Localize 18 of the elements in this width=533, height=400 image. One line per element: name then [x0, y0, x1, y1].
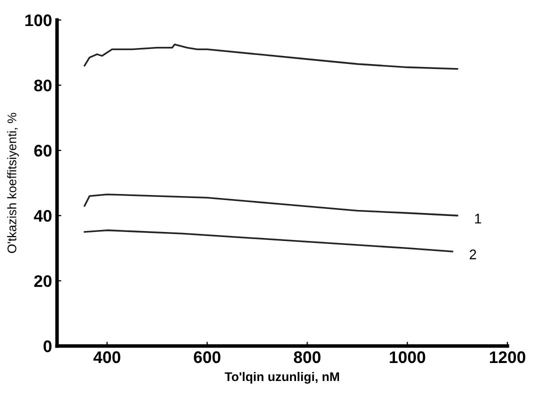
x-axis-title: To'lqin uzunligi, nM	[224, 372, 339, 384]
y-tick-label: 100	[25, 14, 52, 26]
y-tick-label: 0	[44, 340, 52, 352]
x-tick-label: 600	[194, 351, 220, 364]
y-tick-label: 40	[34, 210, 52, 222]
x-tick-label: 1200	[490, 351, 526, 364]
x-tick-label: 800	[294, 351, 320, 364]
y-tick-label: 80	[34, 80, 52, 92]
line-series	[84, 194, 458, 216]
y-tick-label: 60	[34, 144, 52, 157]
x-tick-label: 1000	[390, 351, 426, 364]
line-series	[84, 44, 458, 70]
y-tick-label: 20	[34, 275, 52, 288]
series-label: 2	[470, 250, 476, 260]
line-series	[84, 229, 454, 252]
series-label: 1	[475, 214, 482, 224]
y-axis-title: O'tkazish koeffitsiyenti, %	[7, 112, 19, 253]
x-tick-label: 400	[93, 351, 120, 364]
